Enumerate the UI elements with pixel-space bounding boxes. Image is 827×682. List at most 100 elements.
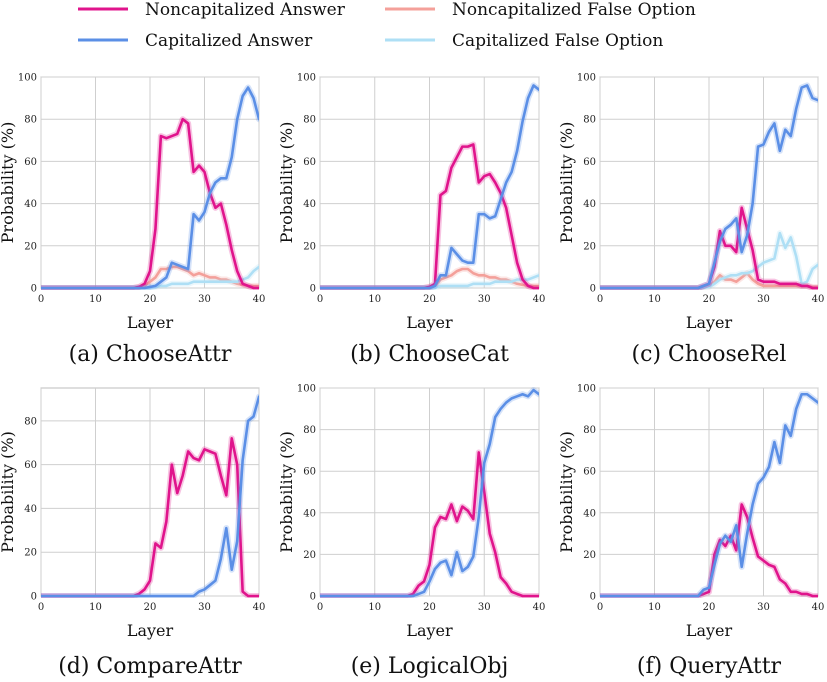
x-tick-label: 40 — [533, 602, 546, 613]
x-axis-label: Layer — [127, 621, 174, 640]
x-tick-label: 40 — [253, 294, 266, 305]
x-tick-label: 10 — [368, 602, 381, 613]
series-line-capitalized-answer — [600, 84, 818, 290]
panel-caption: (e) LogicalObj — [351, 654, 509, 679]
y-tick-label: 20 — [303, 241, 316, 252]
x-axis-label: Layer — [406, 313, 453, 332]
panel-caption: (b) ChooseCat — [350, 342, 509, 367]
y-tick-label: 40 — [583, 199, 596, 210]
y-tick-label: 0 — [310, 284, 316, 295]
y-tick-label: 60 — [24, 157, 37, 168]
legend-item-noncapitalized-answer: Noncapitalized Answer — [78, 0, 346, 20]
x-tick-label: 40 — [253, 602, 266, 613]
chart-panel: 0 10 20 30 40 0 20 40 60 80 100 Layer Probability (%… — [0, 73, 265, 368]
x-tick-label: 10 — [89, 294, 102, 305]
y-axis-label: Probability (%) — [277, 122, 296, 244]
x-tick-label: 10 — [89, 602, 102, 613]
y-axis-label: Probability (%) — [557, 431, 576, 553]
y-tick-label: 60 — [303, 467, 316, 478]
series-line-capitalized-answer — [41, 86, 259, 290]
legend-item-noncapitalized-false-option: Noncapitalized False Option — [385, 0, 696, 20]
x-tick-label: 30 — [757, 602, 770, 613]
y-tick-label: 60 — [303, 157, 316, 168]
y-tick-label: 100 — [18, 73, 37, 84]
legend-item-capitalized-false-option: Capitalized False Option — [385, 31, 663, 51]
x-tick-label: 10 — [368, 294, 381, 305]
x-tick-label: 20 — [703, 602, 716, 613]
x-tick-label: 30 — [198, 294, 211, 305]
y-axis-label: Probability (%) — [557, 122, 576, 244]
x-tick-label: 40 — [812, 602, 825, 613]
chart-panel: 0 10 20 30 40 0 20 40 60 80 100 Layer Probability (%… — [277, 384, 545, 680]
x-tick-label: 20 — [423, 602, 436, 613]
x-tick-label: 10 — [648, 602, 661, 613]
y-tick-label: 60 — [583, 467, 596, 478]
y-tick-label: 20 — [583, 550, 596, 561]
y-tick-label: 100 — [577, 73, 596, 84]
y-tick-label: 20 — [583, 241, 596, 252]
x-tick-label: 40 — [812, 294, 825, 305]
y-tick-label: 80 — [24, 115, 37, 126]
x-tick-label: 0 — [317, 294, 323, 305]
y-tick-label: 40 — [303, 508, 316, 519]
chart-panel: 0 10 20 30 40 0 20 40 60 80 Layer Probability (%) (d… — [0, 387, 266, 679]
series-line-capitalized-answer — [600, 392, 818, 598]
y-tick-label: 20 — [303, 550, 316, 561]
legend: Noncapitalized Answer Capitalized Answer… — [78, 0, 696, 51]
y-tick-label: 40 — [24, 199, 37, 210]
y-tick-label: 40 — [24, 504, 37, 515]
legend-label: Capitalized Answer — [145, 31, 313, 51]
x-tick-label: 0 — [38, 294, 44, 305]
panel-caption: (a) ChooseAttr — [69, 342, 232, 367]
y-tick-label: 100 — [297, 384, 316, 395]
y-tick-label: 0 — [31, 592, 37, 603]
y-tick-label: 40 — [583, 508, 596, 519]
x-tick-label: 30 — [198, 602, 211, 613]
y-tick-label: 80 — [24, 416, 37, 427]
y-tick-label: 60 — [583, 157, 596, 168]
x-tick-label: 0 — [597, 294, 603, 305]
series-line-capitalized-answer — [41, 395, 259, 598]
x-tick-label: 30 — [478, 294, 491, 305]
y-tick-label: 40 — [303, 199, 316, 210]
series-line-capitalized-answer — [320, 84, 539, 290]
x-tick-label: 0 — [38, 602, 44, 613]
y-tick-label: 80 — [303, 425, 316, 436]
y-axis-label: Probability (%) — [0, 431, 17, 553]
y-tick-label: 0 — [590, 592, 596, 603]
x-tick-label: 20 — [144, 294, 157, 305]
panel-caption: (d) CompareAttr — [58, 654, 242, 679]
x-tick-label: 30 — [757, 294, 770, 305]
y-tick-label: 0 — [310, 592, 316, 603]
x-tick-label: 20 — [144, 602, 157, 613]
x-tick-label: 10 — [648, 294, 661, 305]
y-tick-label: 100 — [297, 73, 316, 84]
y-tick-label: 0 — [590, 284, 596, 295]
y-tick-label: 0 — [31, 284, 37, 295]
y-tick-label: 80 — [303, 115, 316, 126]
x-axis-label: Layer — [406, 621, 453, 640]
x-tick-label: 0 — [317, 602, 323, 613]
x-tick-label: 0 — [597, 602, 603, 613]
x-axis-label: Layer — [127, 313, 174, 332]
y-tick-label: 20 — [24, 548, 37, 559]
chart-panel: 0 10 20 30 40 0 20 40 60 80 100 Layer Probability (%… — [277, 73, 545, 368]
x-axis-label: Layer — [686, 313, 733, 332]
legend-label: Capitalized False Option — [452, 31, 663, 51]
legend-label: Noncapitalized False Option — [452, 0, 696, 20]
x-tick-label: 30 — [478, 602, 491, 613]
y-tick-label: 100 — [577, 384, 596, 395]
y-tick-label: 80 — [583, 115, 596, 126]
legend-label: Noncapitalized Answer — [145, 0, 346, 20]
x-axis-label: Layer — [686, 621, 733, 640]
series-line-capitalized-answer — [320, 388, 539, 598]
chart-panel: 0 10 20 30 40 0 20 40 60 80 100 Layer Probability (%… — [557, 384, 824, 680]
y-axis-label: Probability (%) — [0, 122, 17, 244]
panel-caption: (c) ChooseRel — [632, 342, 787, 367]
x-tick-label: 20 — [703, 294, 716, 305]
legend-item-capitalized-answer: Capitalized Answer — [78, 31, 313, 51]
y-tick-label: 20 — [24, 241, 37, 252]
y-axis-label: Probability (%) — [277, 431, 296, 553]
chart-panel: 0 10 20 30 40 0 20 40 60 80 100 Layer Probability (%… — [557, 73, 824, 368]
